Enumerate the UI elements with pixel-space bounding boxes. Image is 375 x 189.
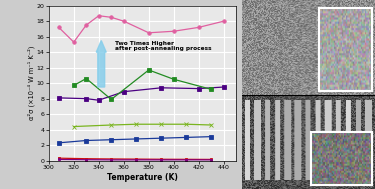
- X-axis label: Temperature (K): Temperature (K): [107, 173, 178, 182]
- FancyBboxPatch shape: [311, 132, 372, 185]
- Y-axis label: α²σ (×10⁻⁴ W m⁻¹ K⁻²): α²σ (×10⁻⁴ W m⁻¹ K⁻²): [28, 46, 35, 120]
- Bar: [311, 132, 372, 185]
- FancyArrow shape: [96, 41, 106, 87]
- FancyBboxPatch shape: [319, 8, 372, 91]
- Text: Two Times Higher
after post-annealing process: Two Times Higher after post-annealing pr…: [115, 41, 212, 51]
- Bar: [319, 8, 372, 91]
